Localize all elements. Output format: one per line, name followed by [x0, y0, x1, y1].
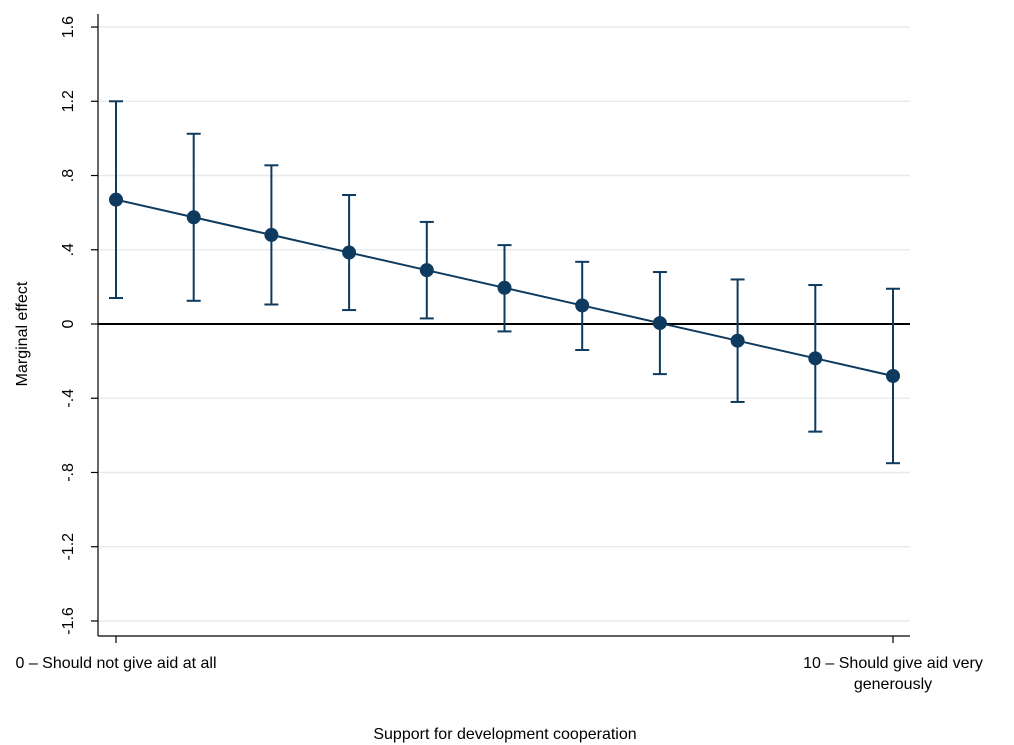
y-tick-label: 0	[60, 319, 77, 328]
x-axis-title: Support for development cooperation	[373, 726, 636, 743]
data-point	[497, 280, 512, 295]
data-point	[419, 263, 434, 278]
y-tick-label: 1.6	[60, 16, 77, 38]
y-tick-label: -.4	[60, 389, 77, 408]
x-tick-label: 0 – Should not give aid at all	[15, 655, 216, 672]
data-point	[730, 333, 745, 348]
data-points	[109, 192, 900, 383]
data-point	[109, 192, 123, 207]
y-tick-label: -1.6	[60, 607, 77, 635]
y-tick-label: -.8	[60, 463, 77, 482]
data-point	[886, 368, 900, 383]
y-tick-label: .4	[60, 243, 77, 256]
gridlines	[98, 26, 910, 622]
x-tick-label-line: generously	[854, 676, 932, 693]
data-point	[342, 245, 357, 260]
data-point	[186, 210, 201, 225]
data-point	[575, 298, 590, 313]
data-point	[264, 227, 279, 242]
data-point	[808, 351, 823, 366]
y-tick-label: 1.2	[60, 90, 77, 112]
data-point	[652, 316, 667, 331]
axes: 1.6 1.2 .8 .4 0 -.4 -.8 -1.2 -1.6 0 – Should not …	[15, 14, 983, 693]
x-tick-label: 10 – Should give aid very generously	[803, 655, 983, 693]
y-tick-label: -1.2	[60, 533, 77, 561]
y-axis-title: Marginal effect	[14, 281, 31, 386]
y-tick-label: .8	[60, 169, 77, 182]
x-tick-label-line: 0 – Should not give aid at all	[15, 655, 216, 672]
x-tick-label-line: 10 – Should give aid very	[803, 655, 983, 672]
